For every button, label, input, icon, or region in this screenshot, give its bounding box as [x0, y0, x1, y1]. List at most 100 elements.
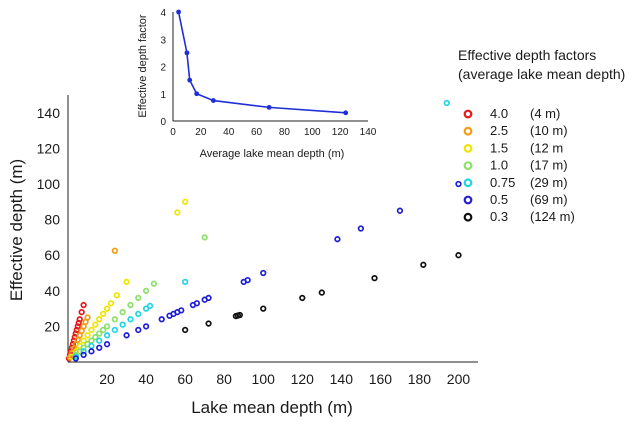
data-point — [127, 316, 134, 323]
inset-y-tick-label: 3 — [160, 35, 166, 46]
data-point — [174, 209, 181, 216]
inset-line-plot: 0 20 40 60 80 100 120 140 0 1 2 3 4 Average lake me… — [137, 8, 377, 160]
data-point — [103, 341, 111, 348]
data-point — [205, 320, 212, 327]
legend-marker — [463, 178, 473, 188]
main-x-tick-label: 20 — [99, 371, 115, 387]
data-point — [201, 234, 208, 241]
legend-depth: (12 m — [530, 140, 563, 155]
inset-data-point — [176, 9, 181, 15]
inset-x-tick-label: 40 — [223, 127, 235, 138]
inset-y-tick-label: 1 — [160, 90, 166, 101]
inset-y-tick-label: 2 — [160, 63, 166, 74]
data-point — [127, 301, 134, 309]
inset-y-tick-label: 4 — [160, 8, 166, 19]
main-y-axis-label: Effective depth (m) — [7, 159, 26, 301]
data-point — [455, 252, 462, 259]
main-y-tick-label: 100 — [37, 176, 61, 192]
legend-items: 4.0 (4 m) 2.5 (10 m) 1.5 (12 m 1.0 (17 m) 0.75 (2… — [463, 106, 575, 224]
data-point — [103, 332, 111, 339]
data-point — [103, 305, 111, 312]
data-point — [119, 309, 126, 316]
main-data-points — [65, 99, 462, 362]
data-point — [146, 302, 154, 310]
data-point — [334, 236, 341, 243]
data-point — [84, 332, 91, 339]
main-x-tick-label: 160 — [369, 371, 393, 387]
data-point — [103, 323, 111, 330]
legend-marker — [463, 109, 473, 119]
legend-factor: 1.0 — [490, 158, 508, 173]
data-point — [142, 323, 150, 330]
data-point — [260, 269, 267, 277]
legend-factor: 4.0 — [490, 106, 508, 121]
data-point — [181, 278, 189, 286]
main-x-tick-label: 100 — [252, 371, 276, 387]
data-point — [236, 311, 243, 319]
inset-y-tick-labels: 0 1 2 3 4 — [160, 8, 166, 128]
legend-depth: (69 m) — [530, 192, 568, 207]
data-point — [111, 326, 119, 334]
legend-marker — [463, 161, 473, 171]
inset-x-tick-label: 140 — [360, 127, 377, 138]
data-point — [396, 207, 404, 214]
data-point — [107, 300, 115, 307]
main-y-tick-label: 20 — [44, 318, 60, 334]
data-point — [158, 316, 165, 323]
legend-factor: 2.5 — [490, 123, 508, 138]
legend-factor: 0.3 — [490, 209, 508, 224]
data-point — [113, 292, 120, 299]
data-point — [80, 344, 87, 351]
data-point — [135, 294, 142, 302]
data-point — [181, 198, 189, 205]
data-point — [78, 309, 85, 316]
legend-factor: 0.75 — [490, 175, 515, 190]
main-x-tick-label: 180 — [408, 371, 432, 387]
data-point — [96, 337, 103, 344]
legend-depth: (124 m) — [530, 209, 575, 224]
legend-factor: 0.5 — [490, 192, 508, 207]
inset-data-point — [343, 110, 349, 116]
data-point — [80, 348, 87, 355]
legend-item: 1.0 (17 m) — [463, 158, 568, 173]
data-point — [357, 225, 365, 232]
legend-title-line1: Effective depth factors — [458, 47, 596, 63]
data-point — [111, 247, 119, 254]
inset-x-tick-label: 120 — [332, 127, 349, 138]
legend-item: 0.3 (124 m) — [463, 209, 575, 224]
data-point — [99, 310, 107, 318]
series-0.5-points — [72, 180, 462, 362]
series-0.75-points — [72, 99, 450, 360]
data-point — [96, 330, 103, 337]
legend-item: 0.5 (69 m) — [463, 192, 568, 207]
main-y-tick-labels: 20 40 60 80 100 120 140 — [37, 105, 61, 335]
main-y-tick-label: 120 — [37, 140, 61, 156]
data-point — [88, 342, 95, 350]
inset-data-point — [184, 50, 190, 56]
data-point — [111, 316, 119, 323]
legend-depth: (29 m) — [530, 175, 568, 190]
main-y-tick-label: 80 — [44, 212, 60, 228]
inset-data-point — [194, 91, 200, 97]
data-point — [92, 321, 99, 328]
data-point — [99, 326, 107, 334]
data-point — [84, 314, 91, 321]
data-point — [80, 337, 87, 344]
data-point — [88, 326, 95, 334]
data-point — [80, 301, 87, 309]
inset-x-tick-labels: 0 20 40 60 80 100 120 140 — [170, 127, 377, 138]
inset-series — [176, 9, 349, 116]
data-point — [371, 275, 378, 282]
inset-x-tick-label: 100 — [304, 127, 321, 138]
data-point — [193, 300, 201, 307]
data-point — [123, 332, 130, 339]
data-point — [178, 307, 185, 314]
main-x-tick-label: 140 — [330, 371, 354, 387]
legend-item: 1.5 (12 m — [463, 140, 563, 155]
data-point — [88, 348, 95, 355]
data-point — [443, 99, 450, 107]
data-point — [205, 294, 212, 302]
legend-item: 4.0 (4 m) — [463, 106, 560, 121]
